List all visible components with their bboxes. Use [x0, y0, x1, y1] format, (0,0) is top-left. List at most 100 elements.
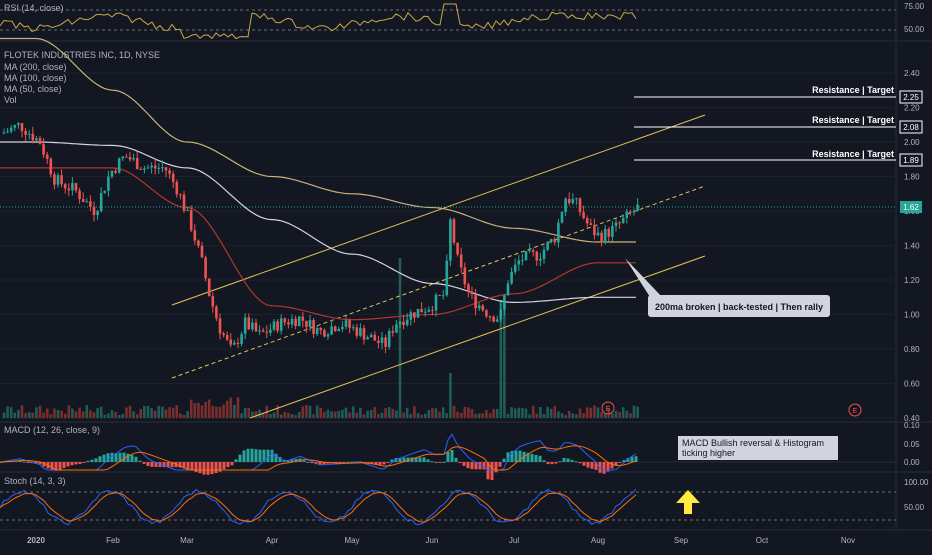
candle-body: [467, 284, 470, 292]
stoch-label[interactable]: Stoch (14, 3, 3): [4, 476, 66, 486]
volume-bar: [503, 300, 506, 418]
ma200-legend[interactable]: MA (200, close): [4, 62, 67, 72]
candle-body: [409, 312, 413, 320]
macd-hist-bar: [334, 462, 338, 463]
macd-hist-bar: [510, 450, 514, 462]
volume-bar: [449, 373, 452, 418]
ma50-legend[interactable]: MA (50, close): [4, 84, 62, 94]
candle-body: [114, 170, 117, 173]
volume-bar: [207, 399, 211, 418]
candle-body: [60, 175, 63, 185]
volume-bar: [67, 405, 71, 418]
channel-mid-dashed-line[interactable]: [171, 185, 706, 379]
candle-body: [283, 318, 287, 323]
ma100-legend[interactable]: MA (100, close): [4, 73, 67, 83]
macd-note-box[interactable]: [678, 436, 838, 460]
macd-hist-bar: [382, 462, 386, 465]
candle-body: [362, 328, 366, 340]
rsi-label[interactable]: RSI (14, close): [4, 3, 64, 13]
candle-body: [564, 198, 567, 212]
volume-bar: [243, 407, 247, 418]
time-axis-tick: Nov: [841, 536, 855, 545]
candle-body: [445, 260, 449, 296]
price-axis[interactable]: 2.402.202.001.801.601.401.201.000.800.60…: [904, 69, 920, 423]
volume-legend[interactable]: Vol: [4, 95, 17, 105]
earnings-marker[interactable]: E: [601, 401, 615, 415]
volume-bar: [492, 409, 495, 418]
candle-body: [463, 267, 467, 285]
candle-body: [618, 222, 621, 224]
candle-body: [369, 334, 373, 338]
macd-hist-bar: [442, 461, 446, 463]
macd-hist-bar: [218, 462, 222, 472]
resistance-label-3: Resistance | Target: [812, 149, 894, 159]
candle-body: [423, 311, 427, 313]
volume-bar: [384, 408, 387, 418]
volume-bar: [78, 407, 81, 418]
channel-lower-line[interactable]: [249, 255, 706, 419]
ma50-line: [0, 167, 636, 321]
volume-bar: [225, 400, 229, 418]
candle-body: [395, 324, 398, 333]
volume-bar: [74, 411, 78, 418]
earnings-marker[interactable]: E: [848, 403, 862, 417]
candle-body: [553, 238, 557, 243]
candle-body: [272, 321, 276, 330]
macd-hist-bar: [498, 462, 502, 467]
volume-bar: [315, 405, 319, 418]
volume-bar: [596, 407, 600, 418]
channel-upper-line[interactable]: [171, 114, 706, 306]
volume-bar: [135, 414, 139, 418]
macd-hist-bar: [170, 462, 174, 468]
time-axis-tick: 2020: [27, 536, 45, 545]
stoch-pane[interactable]: Stoch (14, 3, 3) 100.00 50.00: [0, 476, 929, 526]
price-axis-tick: 0.60: [904, 380, 920, 389]
volume-bar: [395, 410, 398, 418]
candle-body: [341, 326, 344, 329]
macd-hist-bar: [482, 462, 486, 470]
candle-body: [211, 296, 215, 307]
volume-bar: [377, 414, 380, 418]
price-axis-tick: 2.00: [904, 138, 920, 147]
macd-hist-bar: [534, 454, 538, 462]
macd-hist-bar: [598, 462, 602, 473]
volume-bar: [89, 410, 92, 418]
candle-body: [35, 138, 38, 141]
volume-bar: [31, 412, 35, 418]
volume-bar: [470, 409, 474, 418]
candle-body: [348, 320, 351, 328]
volume-bar: [485, 410, 488, 418]
candle-body: [535, 251, 539, 261]
rsi-pane[interactable]: RSI (14, close) 75.00 50.00: [0, 2, 925, 40]
macd-note-line1: MACD Bullish reversal & Histogram: [682, 438, 824, 448]
macd-hist-bar: [418, 457, 422, 462]
volume-bar: [614, 410, 618, 418]
candle-body: [110, 170, 114, 177]
volume-bar: [283, 411, 287, 418]
candle-body: [632, 211, 636, 213]
candle-body: [193, 230, 197, 241]
candle-body: [222, 333, 225, 336]
macd-hist-bar: [106, 453, 110, 462]
price-pane[interactable]: Resistance | Target Resistance | Target …: [0, 37, 923, 424]
price-title[interactable]: FLOTEK INDUSTRIES INC, 1D, NYSE: [4, 50, 160, 60]
time-axis[interactable]: 2020 Feb Mar Apr May Jun Jul Aug Sep Oct Nov: [27, 536, 855, 545]
macd-hist-bar: [430, 461, 434, 463]
volume-bar: [531, 405, 535, 418]
candle-body: [596, 232, 600, 236]
macd-hist-bar: [194, 462, 198, 473]
macd-label[interactable]: MACD (12, 26, close, 9): [4, 425, 100, 435]
macd-hist-bar: [462, 462, 466, 466]
callout-box[interactable]: [648, 295, 830, 317]
volume-bar: [276, 405, 279, 418]
volume-bar: [150, 408, 153, 418]
rsi-axis-50: 50.00: [904, 25, 925, 34]
macd-hist-bar: [494, 462, 498, 473]
macd-hist-bar: [142, 462, 146, 464]
volume-bar: [258, 409, 261, 418]
macd-pane[interactable]: MACD (12, 26, close, 9) 0.10 0.05 0.00 M…: [0, 421, 920, 480]
volume-bar: [218, 406, 222, 418]
macd-hist-bar: [402, 457, 406, 462]
